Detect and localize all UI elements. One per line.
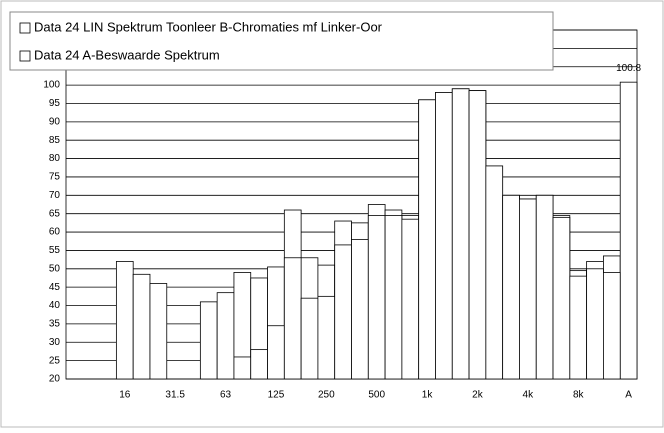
legend-label: Data 24 A-Beswaarde Spektrum [34, 47, 220, 62]
legend-box [9, 11, 554, 71]
y-tick-label: 45 [49, 282, 61, 293]
y-tick-label: 55 [49, 245, 61, 256]
bar [519, 198, 537, 380]
bar [619, 81, 638, 380]
bar [451, 88, 470, 380]
y-tick-label: 20 [49, 374, 61, 385]
x-tick-label: 16 [119, 390, 131, 401]
bar [132, 273, 151, 380]
y-tick-label: 90 [49, 116, 61, 127]
y-tick-label: 70 [49, 190, 61, 201]
x-tick-label: 1k [422, 390, 434, 401]
bar [149, 283, 168, 380]
bar [199, 301, 218, 380]
x-tick-label: A [625, 390, 632, 401]
data-label: 100.8 [616, 63, 641, 74]
bar [250, 349, 268, 380]
y-tick-label: 75 [49, 172, 61, 183]
y-tick-label: 100 [43, 80, 60, 91]
x-tick-label: 500 [368, 390, 385, 401]
bar [115, 261, 134, 380]
bar [267, 325, 285, 380]
bar [468, 90, 487, 380]
bar [216, 292, 235, 380]
bar [401, 218, 420, 380]
legend-label: Data 24 LIN Spektrum Toonleer B-Chromati… [34, 19, 383, 34]
x-tick-label: 63 [220, 390, 232, 401]
bar [435, 92, 453, 380]
y-tick-label: 95 [49, 98, 61, 109]
bar [603, 272, 621, 380]
bar [351, 238, 369, 380]
legend-swatch [19, 22, 31, 34]
y-tick-label: 60 [49, 227, 61, 238]
x-tick-label: 250 [318, 390, 335, 401]
bar [418, 99, 436, 380]
bar [367, 215, 386, 380]
bar [233, 356, 252, 380]
x-tick-label: 31.5 [165, 390, 185, 401]
bar [485, 165, 504, 380]
bar [569, 275, 588, 380]
bar [535, 194, 554, 380]
bar [334, 244, 352, 380]
y-tick-label: 40 [49, 300, 61, 311]
bar [552, 216, 571, 380]
bar [283, 257, 302, 380]
bar [384, 215, 403, 380]
bar [317, 295, 336, 380]
x-tick-label: 125 [268, 390, 285, 401]
y-tick-label: 80 [49, 153, 61, 164]
y-tick-label: 85 [49, 135, 61, 146]
x-tick-label: 8k [573, 390, 585, 401]
bar [586, 268, 604, 380]
y-tick-label: 65 [49, 208, 61, 219]
x-tick-label: 2k [472, 390, 484, 401]
x-tick-label: 4k [523, 390, 535, 401]
bar [502, 194, 520, 380]
legend: Data 24 LIN Spektrum Toonleer B-Chromati… [9, 11, 554, 71]
y-tick-label: 50 [49, 263, 61, 274]
y-tick-label: 25 [49, 355, 61, 366]
y-tick-label: 35 [49, 319, 61, 330]
y-tick-label: 30 [49, 337, 61, 348]
bar [300, 297, 319, 380]
legend-swatch [19, 50, 31, 62]
